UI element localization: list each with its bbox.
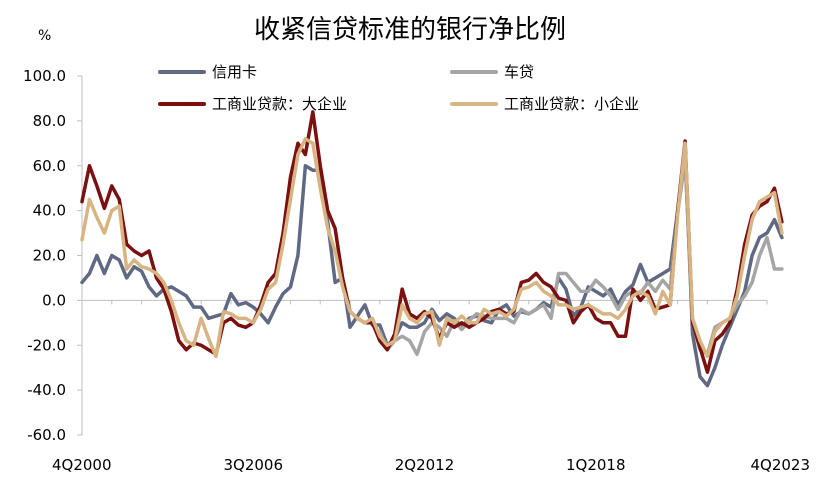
y-tick-label: 20.0 (33, 247, 66, 265)
legend-label-3: 工商业贷款：小企业 (504, 95, 639, 113)
x-tick-label: 1Q2018 (566, 456, 626, 474)
y-tick-label: -40.0 (27, 381, 66, 399)
chart-title: 收紧信贷标准的银行净比例 (254, 15, 566, 45)
series-lines (80, 110, 784, 388)
axes (81, 76, 767, 435)
series-line-3 (80, 137, 784, 359)
series-line-0 (80, 146, 784, 388)
series-line-1 (378, 159, 784, 356)
x-tick-label: 4Q2000 (52, 456, 112, 474)
y-tick-label: 0.0 (42, 291, 66, 309)
legend-label-1: 车贷 (504, 63, 534, 81)
y-tick-label: 80.0 (33, 112, 66, 130)
y-tick-label: -20.0 (27, 336, 66, 354)
y-tick-labels: 100.0 80.0 60.0 40.0 20.0 0.0 -20.0 -40.0 -60.0 (23, 67, 82, 444)
x-tick-label: 4Q2023 (750, 456, 810, 474)
x-tick-labels: 4Q2000 3Q2006 2Q2012 1Q2018 4Q2023 (52, 300, 810, 474)
x-tick-label: 3Q2006 (223, 456, 283, 474)
y-tick-label: 40.0 (33, 202, 66, 220)
legend-label-0: 信用卡 (212, 63, 257, 81)
y-axis-unit-label: % (38, 28, 51, 44)
y-tick-label: -60.0 (27, 426, 66, 444)
y-tick-label: 100.0 (23, 67, 66, 85)
legend-label-2: 工商业贷款：大企业 (212, 95, 347, 113)
x-tick-label: 2Q2012 (395, 456, 455, 474)
y-tick-label: 60.0 (33, 157, 66, 175)
